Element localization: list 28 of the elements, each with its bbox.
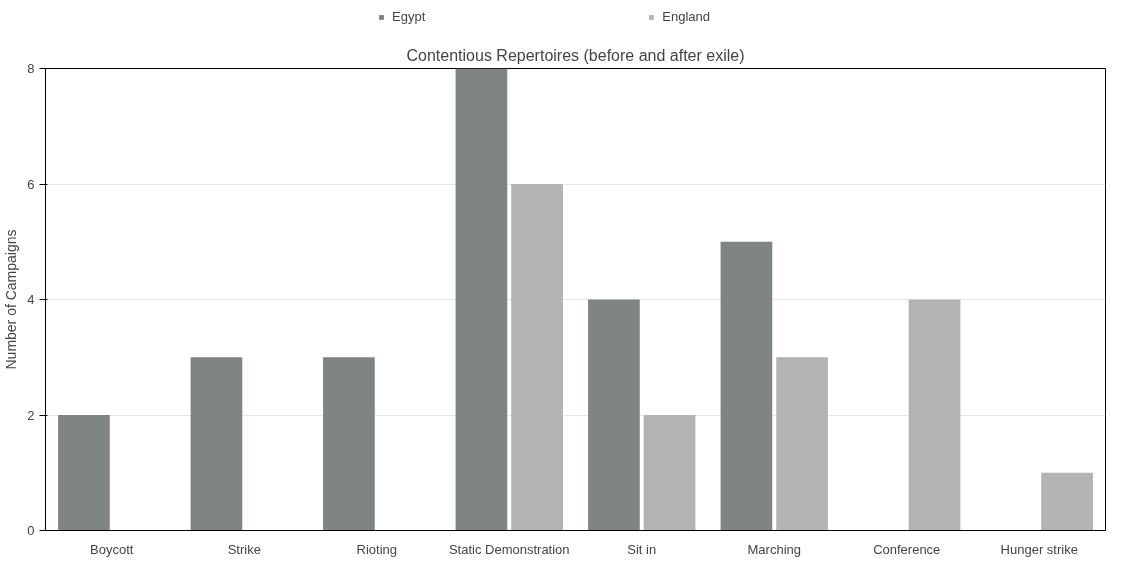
y-tick-label: 6 <box>27 176 35 192</box>
x-tick-label: Marching <box>747 541 801 557</box>
bar <box>323 357 375 531</box>
bar <box>643 415 696 531</box>
bar <box>908 299 961 531</box>
bar <box>58 415 110 531</box>
bar <box>776 357 828 531</box>
chart-title: Contentious Repertoires (before and after exile) <box>406 46 745 64</box>
bar <box>588 299 640 531</box>
x-tick-label: Hunger strike <box>1000 541 1078 557</box>
bar <box>455 68 508 531</box>
bar <box>190 357 243 531</box>
bar <box>511 184 563 531</box>
y-tick-label: 4 <box>27 292 35 307</box>
x-tick-label: Static Demonstration <box>448 541 570 557</box>
y-tick-label: 2 <box>27 407 35 423</box>
y-tick-label: 0 <box>27 523 35 538</box>
bar <box>1041 472 1093 531</box>
x-tick-label: Rioting <box>356 541 397 557</box>
y-axis-title: Number of Campaigns <box>3 229 20 370</box>
x-tick-label: Boycott <box>90 541 134 557</box>
legend-label: Egypt <box>392 9 426 24</box>
x-tick-label: Conference <box>873 541 941 557</box>
y-tick-label: 8 <box>27 61 35 76</box>
bar <box>720 241 773 531</box>
x-tick-label: Sit in <box>627 541 657 557</box>
x-tick-label: Strike <box>227 541 261 557</box>
legend-label: England <box>662 9 710 24</box>
